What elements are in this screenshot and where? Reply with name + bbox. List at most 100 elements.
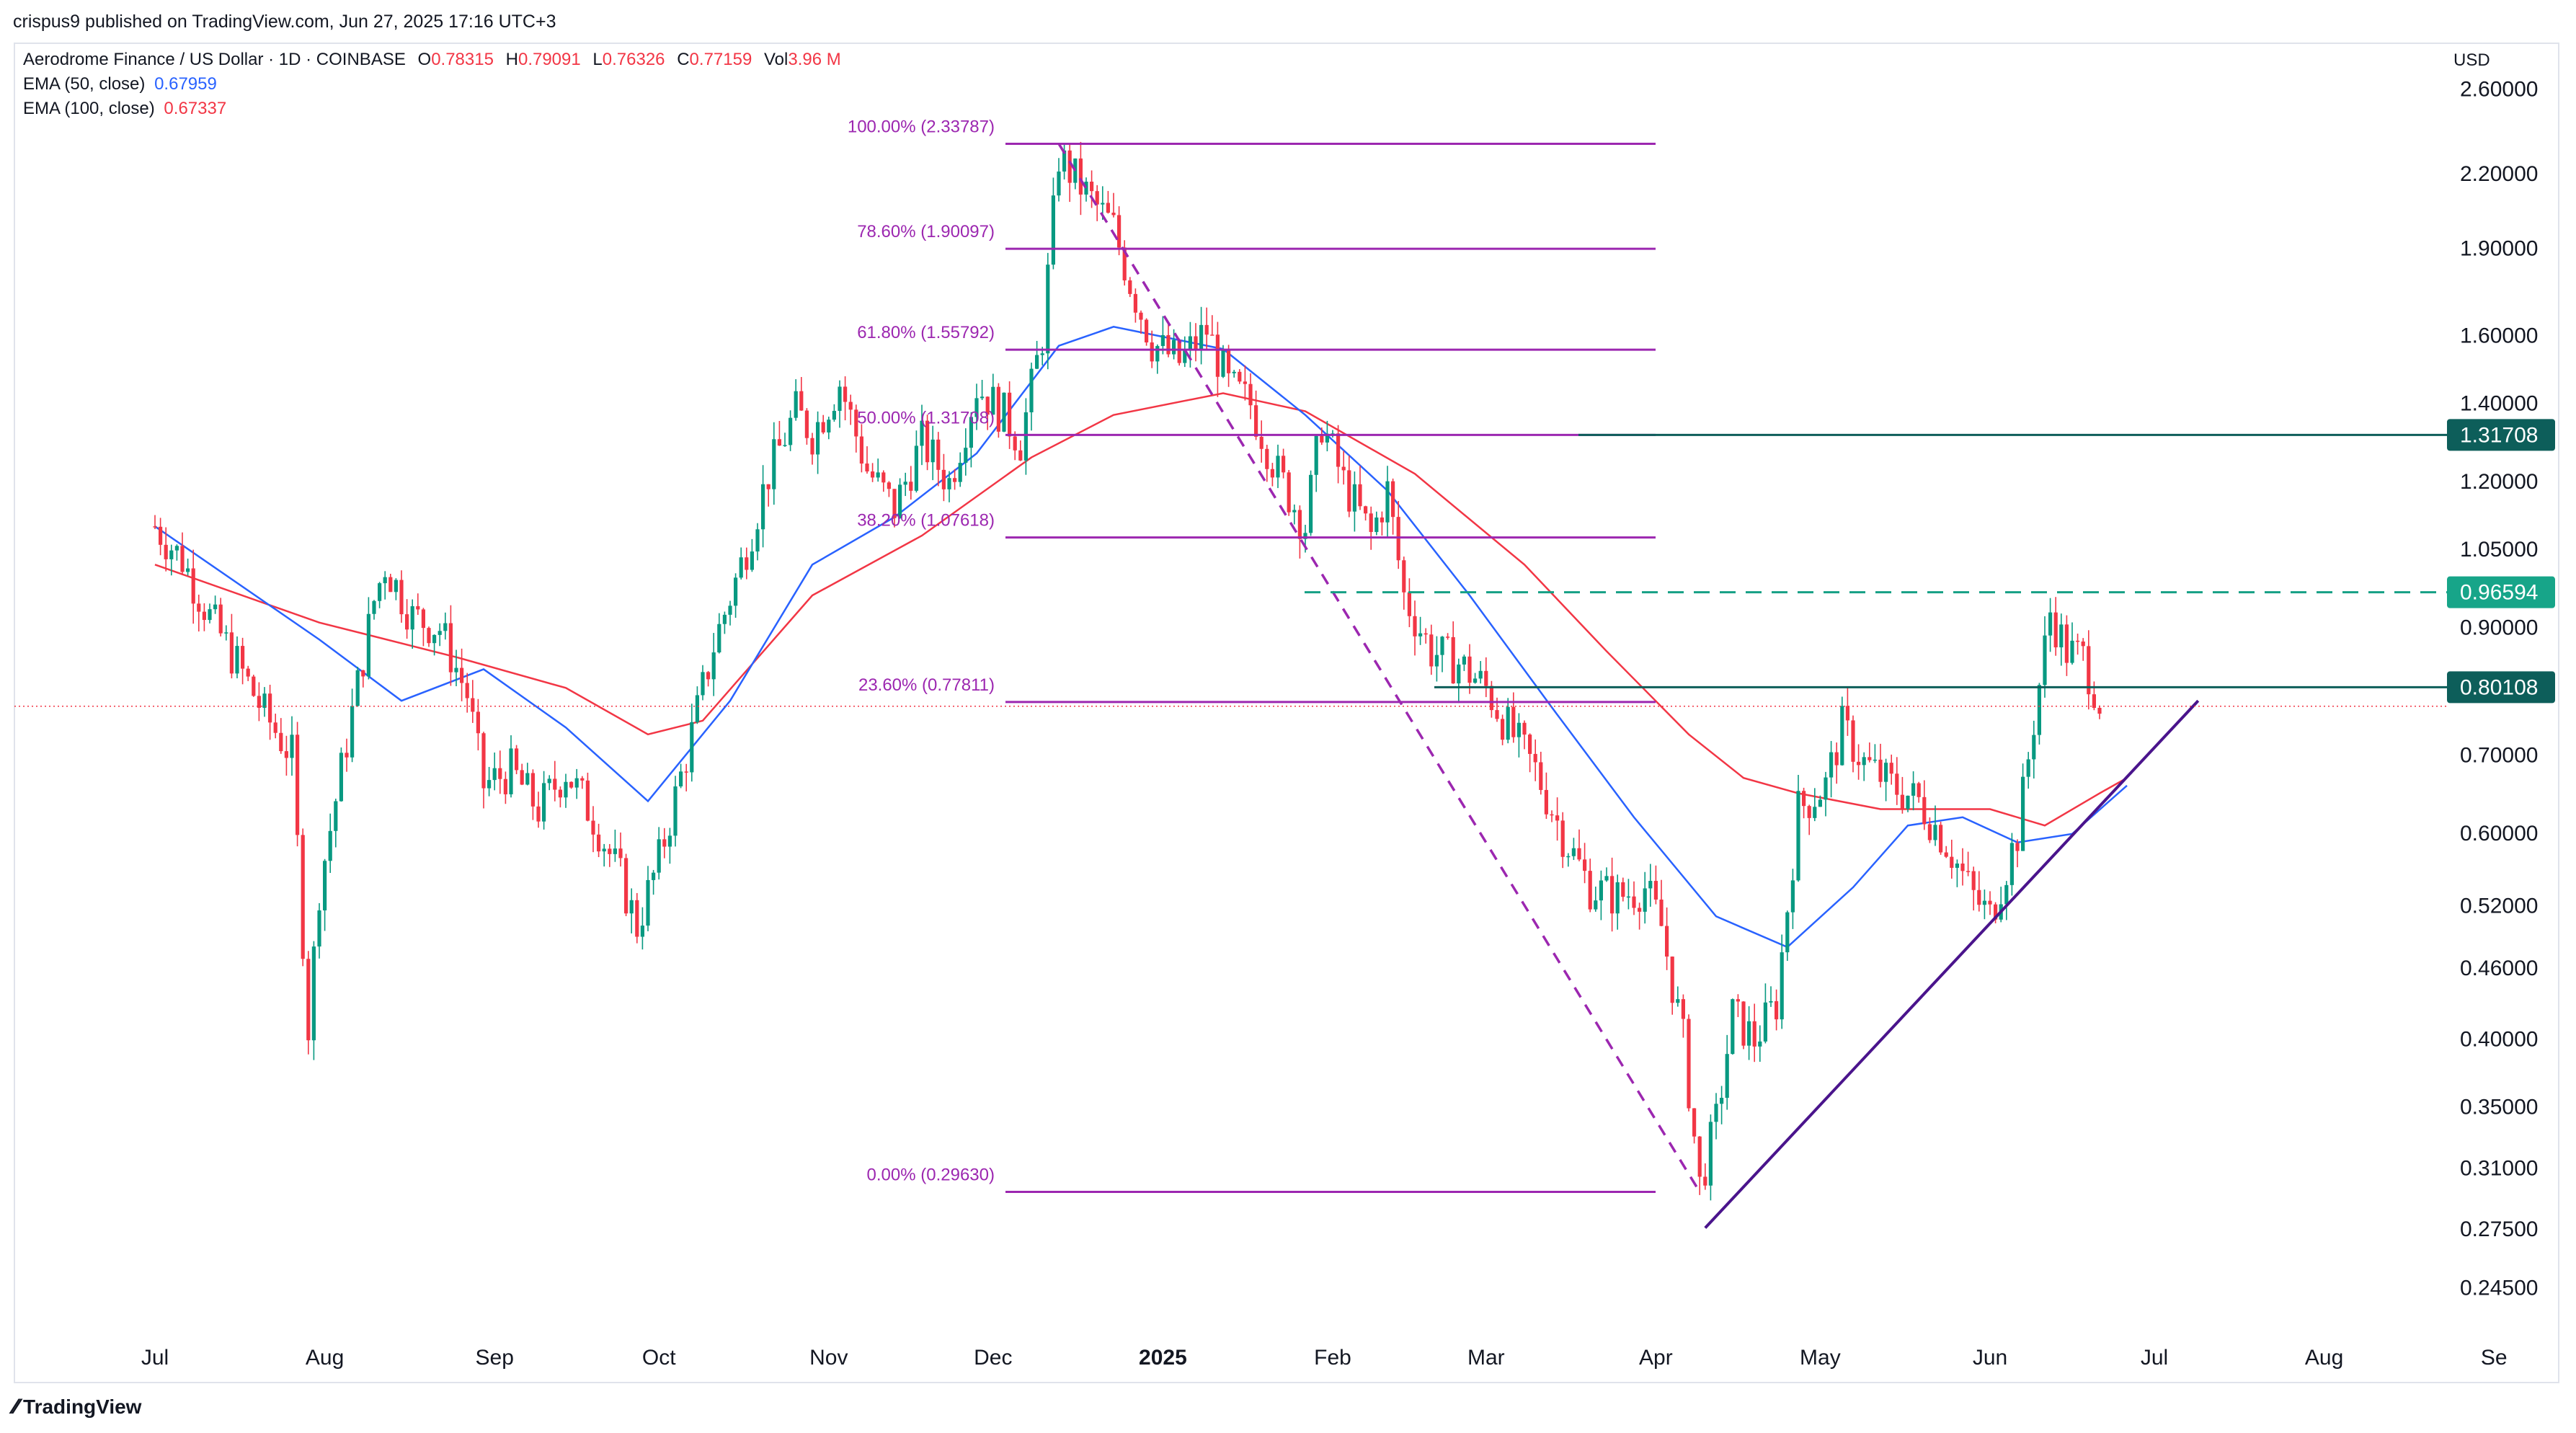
candle-body bbox=[608, 848, 612, 854]
ema-100-line bbox=[154, 392, 2128, 827]
candle-body bbox=[399, 580, 404, 615]
candle-body bbox=[1845, 706, 1849, 721]
candle-body bbox=[1725, 1054, 1729, 1098]
candle-body bbox=[1078, 158, 1083, 195]
candle-body bbox=[180, 546, 185, 572]
candle-body bbox=[1215, 334, 1220, 377]
candle-body bbox=[1051, 195, 1055, 265]
candle-body bbox=[635, 900, 639, 937]
fib-level-label: 50.00% (1.31708) bbox=[857, 408, 995, 427]
candle-body bbox=[2081, 641, 2085, 647]
candle-body bbox=[755, 529, 760, 552]
candle-body bbox=[1747, 1021, 1751, 1046]
candle-body bbox=[1802, 791, 1806, 807]
y-tick-label: 1.60000 bbox=[2460, 324, 2538, 347]
y-axis: 2.60000 2.20000 1.90000 1.60000 1.40000 1.200… bbox=[2447, 78, 2555, 1300]
candle-body bbox=[1385, 481, 1390, 523]
candle-body bbox=[339, 753, 343, 802]
candle-body bbox=[257, 696, 261, 708]
candle-body bbox=[1790, 880, 1795, 913]
candle-body bbox=[1035, 355, 1039, 369]
candle-body bbox=[328, 830, 332, 861]
candle-body bbox=[569, 781, 574, 788]
candle-body bbox=[821, 422, 825, 432]
candle-body bbox=[481, 733, 486, 789]
candle-body bbox=[745, 557, 749, 570]
candle-body bbox=[1451, 636, 1455, 684]
candle-body bbox=[1933, 825, 1937, 840]
candle-body bbox=[1560, 820, 1565, 857]
currency-label[interactable]: USD bbox=[2453, 50, 2490, 70]
tradingview-logo-icon: ⁄⁄ bbox=[13, 1395, 19, 1419]
candle-body bbox=[1900, 794, 1904, 809]
candle-body bbox=[290, 735, 294, 758]
candle-body bbox=[1873, 759, 1877, 761]
candle-body bbox=[388, 577, 393, 593]
candle-body bbox=[969, 417, 973, 448]
candle-body bbox=[361, 670, 365, 677]
candle-body bbox=[520, 770, 524, 785]
high-value: 0.79091 bbox=[518, 50, 581, 69]
candle-body bbox=[1320, 435, 1324, 443]
candle-body bbox=[1676, 999, 1680, 1003]
candle-body bbox=[1292, 510, 1297, 513]
candle-body bbox=[794, 391, 798, 418]
fib-level-label: 100.00% (2.33787) bbox=[848, 117, 995, 136]
x-tick-label: Aug bbox=[2305, 1346, 2343, 1370]
candle-body bbox=[2097, 708, 2102, 714]
candle-body bbox=[279, 732, 283, 752]
candle-body bbox=[1495, 710, 1499, 719]
candle-body bbox=[1210, 334, 1214, 336]
candle-body bbox=[345, 753, 349, 758]
x-tick-label: Mar bbox=[1467, 1346, 1505, 1370]
candle-body bbox=[471, 698, 475, 712]
candle-body bbox=[1840, 706, 1844, 766]
candle-body bbox=[816, 422, 820, 455]
candle-body bbox=[936, 439, 941, 470]
candle-body bbox=[624, 858, 629, 914]
high-label: H bbox=[505, 50, 518, 69]
candle-body bbox=[717, 624, 721, 653]
candle-body bbox=[947, 478, 951, 489]
candle-body bbox=[783, 445, 787, 446]
candle-body bbox=[887, 482, 891, 489]
candle-body bbox=[174, 546, 179, 551]
candle-body bbox=[1380, 517, 1384, 523]
fib-level-label: 38.20% (1.07618) bbox=[857, 511, 995, 531]
y-tick-label: 0.52000 bbox=[2460, 895, 2538, 918]
candle-body bbox=[1731, 999, 1735, 1055]
candle-body bbox=[317, 910, 321, 947]
candle-body bbox=[1067, 150, 1072, 183]
candle-body bbox=[1122, 247, 1127, 280]
candle-body bbox=[1457, 664, 1461, 684]
candle-body bbox=[1391, 481, 1395, 518]
candle-body bbox=[2087, 646, 2091, 695]
candle-body bbox=[1084, 181, 1088, 195]
candle-body bbox=[1857, 761, 1861, 766]
x-tick-label: Se bbox=[2481, 1346, 2508, 1370]
candle-body bbox=[1429, 634, 1434, 667]
close-value: 0.77159 bbox=[689, 50, 752, 69]
candle-body bbox=[1796, 791, 1800, 881]
candle-body bbox=[1533, 753, 1537, 763]
ascending-trendline[interactable] bbox=[1704, 699, 2200, 1229]
y-tick-label: 2.20000 bbox=[2460, 162, 2538, 186]
candle-body bbox=[652, 872, 656, 880]
candle-body bbox=[585, 780, 590, 821]
candle-body bbox=[476, 711, 480, 734]
candle-body bbox=[1172, 340, 1176, 355]
candle-body bbox=[235, 646, 239, 674]
candle-body bbox=[1145, 319, 1149, 343]
candle-body bbox=[843, 386, 848, 402]
symbol-title[interactable]: Aerodrome Finance / US Dollar · 1D · COI… bbox=[23, 50, 406, 69]
legend-ema50-row[interactable]: EMA (50, close) 0.67959 bbox=[23, 72, 841, 97]
candle-body bbox=[1341, 466, 1346, 471]
volume-value: 3.96 M bbox=[788, 50, 841, 69]
tradingview-logo[interactable]: ⁄⁄ TradingView bbox=[13, 1395, 141, 1419]
legend-ema100-row[interactable]: EMA (100, close) 0.67337 bbox=[23, 97, 841, 121]
candle-body bbox=[903, 482, 907, 485]
y-tick-label: 1.05000 bbox=[2460, 538, 2538, 562]
candles-layer bbox=[153, 141, 2102, 1201]
price-tag-box bbox=[2447, 419, 2555, 451]
